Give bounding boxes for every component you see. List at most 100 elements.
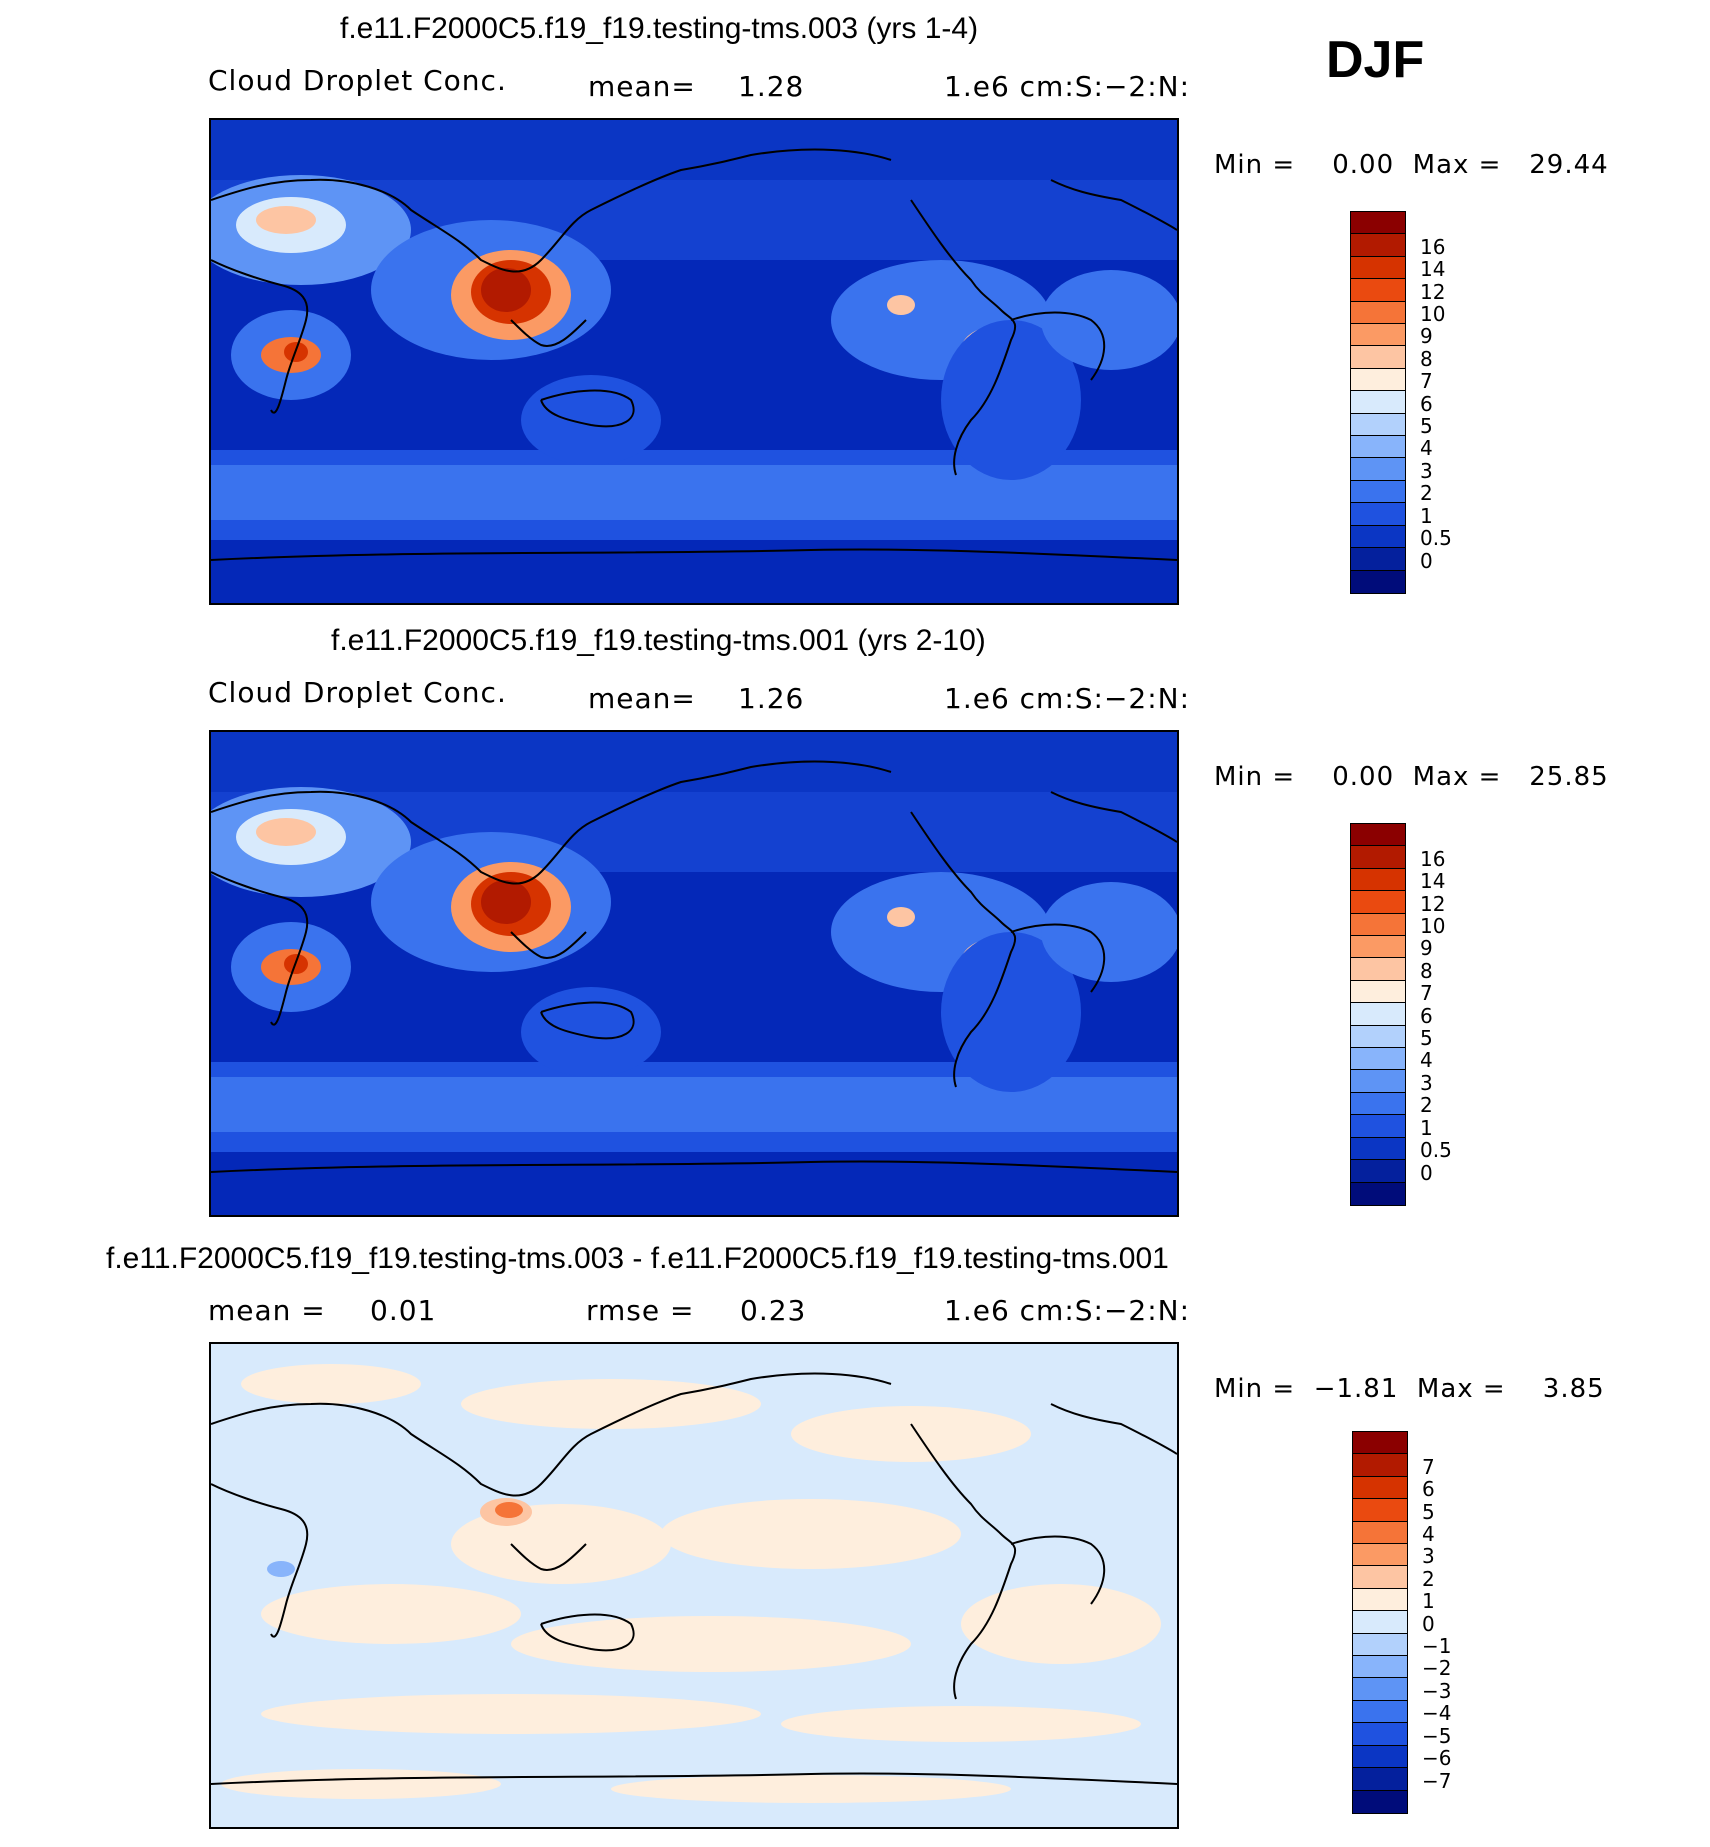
- colorbar-swatch: [1351, 1137, 1405, 1161]
- colorbar-tick-label: 5: [1420, 1026, 1433, 1051]
- colorbar-tick-label: −1: [1422, 1634, 1452, 1659]
- colorbar-tick-label: 3: [1420, 458, 1433, 483]
- colorbar-swatch: [1351, 958, 1405, 981]
- colorbar-swatch: [1351, 980, 1405, 1004]
- colorbar-swatch: [1351, 1115, 1405, 1138]
- colorbar-tick-label: −5: [1422, 1723, 1452, 1748]
- panel-3-map-field: [211, 1364, 1177, 1803]
- colorbar-swatch: [1353, 1633, 1407, 1657]
- colorbar-tick-label: 2: [1422, 1566, 1435, 1591]
- panel-2-colorbar: [1350, 823, 1406, 1206]
- colorbar-tick-label: −2: [1422, 1656, 1452, 1681]
- colorbar-swatch: [1353, 1432, 1407, 1455]
- colorbar-swatch: [1351, 413, 1405, 437]
- panel-3-units: 1.e6 cm:S:−2:N:: [944, 1294, 1191, 1327]
- colorbar-swatch: [1351, 1160, 1405, 1183]
- colorbar-tick-label: 2: [1420, 481, 1433, 506]
- colorbar-swatch: [1353, 1588, 1407, 1612]
- colorbar-swatch: [1353, 1768, 1407, 1791]
- colorbar-swatch: [1353, 1656, 1407, 1679]
- colorbar-swatch: [1351, 936, 1405, 959]
- panel-1-variable-label: Cloud Droplet Conc.: [208, 64, 507, 97]
- colorbar-swatch: [1351, 391, 1405, 414]
- colorbar-tick-label: 0: [1420, 1160, 1433, 1185]
- panel-3-colorbar: [1352, 1431, 1408, 1814]
- panel-3-rmse-label: rmse =: [586, 1294, 695, 1327]
- colorbar-swatch: [1351, 324, 1405, 347]
- colorbar-swatch: [1351, 891, 1405, 914]
- panel-2-units: 1.e6 cm:S:−2:N:: [944, 682, 1191, 715]
- colorbar-swatch: [1353, 1790, 1407, 1813]
- colorbar-tick-label: 1: [1422, 1589, 1435, 1614]
- colorbar-swatch: [1353, 1521, 1407, 1545]
- panel-1-map: [209, 118, 1179, 605]
- colorbar-tick-label: 6: [1422, 1477, 1435, 1502]
- colorbar-swatch: [1351, 824, 1405, 847]
- colorbar-swatch: [1351, 436, 1405, 459]
- colorbar-swatch: [1353, 1611, 1407, 1634]
- colorbar-swatch: [1353, 1566, 1407, 1589]
- colorbar-swatch: [1353, 1499, 1407, 1522]
- colorbar-swatch: [1351, 279, 1405, 302]
- panel-2-min-max: Min = 0.00 Max = 25.85: [1214, 762, 1609, 792]
- colorbar-swatch: [1351, 1070, 1405, 1093]
- colorbar-tick-label: 8: [1420, 346, 1433, 371]
- colorbar-tick-label: 0.5: [1420, 1138, 1452, 1163]
- colorbar-tick-label: 7: [1420, 369, 1433, 394]
- colorbar-tick-label: 0: [1422, 1611, 1435, 1636]
- colorbar-swatch: [1351, 301, 1405, 325]
- panel-2-variable-label: Cloud Droplet Conc.: [208, 676, 507, 709]
- panel-1-mean-label: mean=: [588, 70, 696, 103]
- colorbar-swatch: [1351, 1092, 1405, 1116]
- colorbar-swatch: [1353, 1476, 1407, 1500]
- panel-3-rmse-value: 0.23: [740, 1294, 807, 1327]
- colorbar-swatch: [1351, 346, 1405, 369]
- colorbar-tick-label: 14: [1420, 869, 1446, 894]
- colorbar-tick-label: 10: [1420, 302, 1446, 326]
- colorbar-tick-label: 9: [1420, 936, 1433, 961]
- colorbar-swatch: [1351, 1025, 1405, 1049]
- panel-2-mean-value: 1.26: [738, 682, 805, 715]
- colorbar-tick-label: 4: [1420, 1048, 1433, 1073]
- panel-1-units: 1.e6 cm:S:−2:N:: [944, 70, 1191, 103]
- colorbar-swatch: [1351, 256, 1405, 280]
- colorbar-tick-label: 0: [1420, 548, 1433, 573]
- panel-3-map: [209, 1342, 1179, 1829]
- colorbar-tick-label: −4: [1422, 1701, 1452, 1726]
- colorbar-tick-label: 3: [1420, 1070, 1433, 1095]
- colorbar-tick-label: −3: [1422, 1678, 1452, 1703]
- panel-1-title: f.e11.F2000C5.f19_f19.testing-tms.003 (y…: [340, 12, 979, 45]
- panel-3-min-max: Min = −1.81 Max = 3.85: [1214, 1374, 1605, 1404]
- colorbar-tick-label: 10: [1420, 914, 1446, 938]
- colorbar-tick-label: 14: [1420, 257, 1446, 282]
- colorbar-tick-label: 6: [1420, 1003, 1433, 1028]
- colorbar-swatch: [1351, 212, 1405, 235]
- colorbar-swatch: [1351, 525, 1405, 549]
- colorbar-tick-label: −7: [1422, 1768, 1452, 1793]
- colorbar-tick-label: 16: [1420, 846, 1446, 871]
- panel-2-map-field: [211, 732, 1177, 1173]
- colorbar-tick-label: 16: [1420, 234, 1446, 259]
- colorbar-swatch: [1353, 1723, 1407, 1746]
- colorbar-swatch: [1351, 458, 1405, 481]
- colorbar-swatch: [1353, 1745, 1407, 1769]
- colorbar-swatch: [1351, 368, 1405, 392]
- colorbar-swatch: [1353, 1454, 1407, 1477]
- panel-1-mean-value: 1.28: [738, 70, 805, 103]
- panel-2-title: f.e11.F2000C5.f19_f19.testing-tms.001 (y…: [331, 624, 986, 657]
- panel-3-mean-value: 0.01: [370, 1294, 437, 1327]
- season-label: DJF: [1326, 31, 1425, 89]
- colorbar-swatch: [1351, 548, 1405, 571]
- colorbar-tick-label: 4: [1420, 436, 1433, 461]
- colorbar-swatch: [1351, 503, 1405, 526]
- colorbar-swatch: [1351, 1048, 1405, 1071]
- colorbar-swatch: [1351, 234, 1405, 257]
- panel-3-mean-label: mean =: [208, 1294, 326, 1327]
- colorbar-swatch: [1351, 1003, 1405, 1026]
- colorbar-swatch: [1351, 868, 1405, 892]
- colorbar-tick-label: 1: [1420, 1115, 1433, 1140]
- colorbar-swatch: [1351, 480, 1405, 504]
- panel-2-mean-label: mean=: [588, 682, 696, 715]
- panel-1-min-max: Min = 0.00 Max = 29.44: [1214, 150, 1609, 180]
- colorbar-tick-label: 7: [1422, 1454, 1435, 1479]
